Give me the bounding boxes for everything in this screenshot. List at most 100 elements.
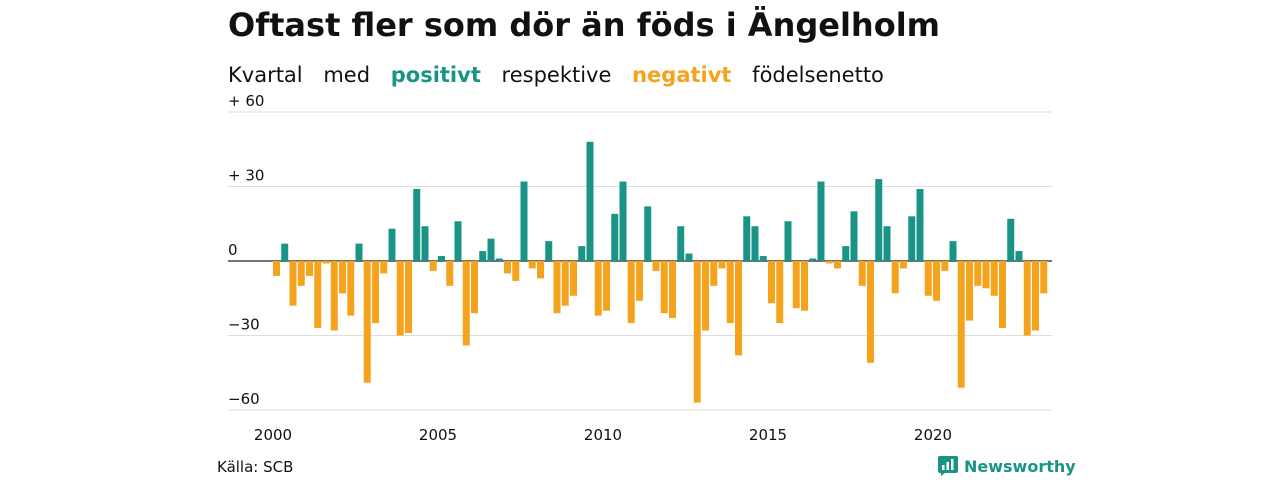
bar [710, 261, 718, 286]
bar [570, 261, 577, 296]
bar [306, 261, 313, 276]
bar [1007, 218, 1015, 261]
y-tick-label: + 30 [228, 167, 264, 185]
bar [743, 216, 751, 261]
subtitle-part-3: respektive [501, 63, 612, 87]
bar [916, 188, 924, 261]
bar [999, 261, 1006, 329]
bar [446, 261, 454, 286]
bar [949, 241, 957, 261]
y-tick-label: −30 [228, 316, 260, 334]
bar [735, 261, 742, 356]
bar [528, 261, 536, 269]
bar [636, 261, 643, 301]
bar [520, 181, 528, 261]
bar [405, 261, 412, 334]
bar [875, 179, 883, 261]
bar [891, 261, 899, 294]
bar [702, 261, 709, 331]
bar [396, 261, 404, 336]
bar [933, 261, 940, 301]
bar [792, 261, 800, 309]
bar [693, 261, 701, 403]
bar [363, 261, 371, 383]
bar [454, 221, 462, 261]
bar [372, 261, 379, 324]
bar [413, 188, 421, 261]
bar [421, 226, 429, 261]
subtitle-part-2: med [323, 63, 371, 87]
subtitle-part-1: Kvartal [228, 63, 303, 87]
bar [850, 211, 858, 261]
bar [784, 221, 792, 261]
bar [561, 261, 569, 306]
subtitle-part-4: födelsenetto [752, 63, 884, 87]
bar [355, 243, 363, 261]
bar [817, 181, 825, 261]
y-axis: + 60 + 30 0 −30 −60 [228, 92, 264, 408]
bar [578, 246, 586, 261]
subtitle-positive-word: positivt [390, 63, 481, 87]
bar [718, 261, 726, 269]
bar [322, 261, 330, 264]
bar [504, 261, 511, 274]
bar [512, 261, 520, 281]
bar [487, 238, 495, 261]
bar [603, 261, 610, 311]
bar [801, 261, 808, 311]
brand-name: Newsworthy [964, 456, 1076, 476]
bar [611, 213, 619, 261]
bar [726, 261, 734, 324]
bar [1023, 261, 1031, 336]
bar [974, 261, 982, 286]
y-tick-label: 0 [228, 241, 238, 259]
x-tick-label: 2010 [584, 426, 622, 444]
brand-logo: Newsworthy [938, 456, 1076, 476]
bar [867, 261, 874, 363]
bar [495, 258, 503, 261]
bar [941, 261, 949, 271]
bar [858, 261, 866, 286]
bar [471, 261, 478, 314]
bar [776, 261, 784, 324]
bar [479, 251, 487, 261]
subtitle-negative-word: negativt [632, 63, 732, 87]
bar [1015, 251, 1023, 261]
bar [619, 181, 627, 261]
bar [1040, 261, 1048, 294]
newsworthy-icon [938, 456, 958, 476]
bar [545, 241, 553, 261]
bar [660, 261, 668, 314]
bar [685, 253, 693, 261]
bar [759, 256, 767, 261]
bars [273, 141, 1048, 403]
bar [537, 261, 544, 279]
bar [273, 261, 280, 276]
bar [594, 261, 602, 316]
bar [924, 261, 932, 296]
bar [438, 256, 445, 261]
bar [834, 261, 841, 269]
bar [809, 258, 817, 261]
bar [982, 261, 990, 289]
bar [883, 226, 891, 261]
x-tick-label: 2005 [419, 426, 457, 444]
bar [627, 261, 635, 324]
bar [388, 228, 396, 261]
x-tick-label: 2015 [749, 426, 787, 444]
y-tick-label: + 60 [228, 92, 264, 110]
bar [644, 206, 652, 261]
bar [957, 261, 965, 388]
chart-title: Oftast fler som dör än föds i Ängelholm [228, 6, 940, 44]
bar [842, 246, 850, 261]
bar [289, 261, 297, 306]
bar [586, 141, 594, 261]
source-note: Källa: SCB [217, 458, 294, 476]
bar [669, 261, 676, 319]
bar [768, 261, 775, 304]
bar [281, 243, 289, 261]
bar [380, 261, 388, 274]
bar [314, 261, 322, 329]
bar [297, 261, 305, 286]
